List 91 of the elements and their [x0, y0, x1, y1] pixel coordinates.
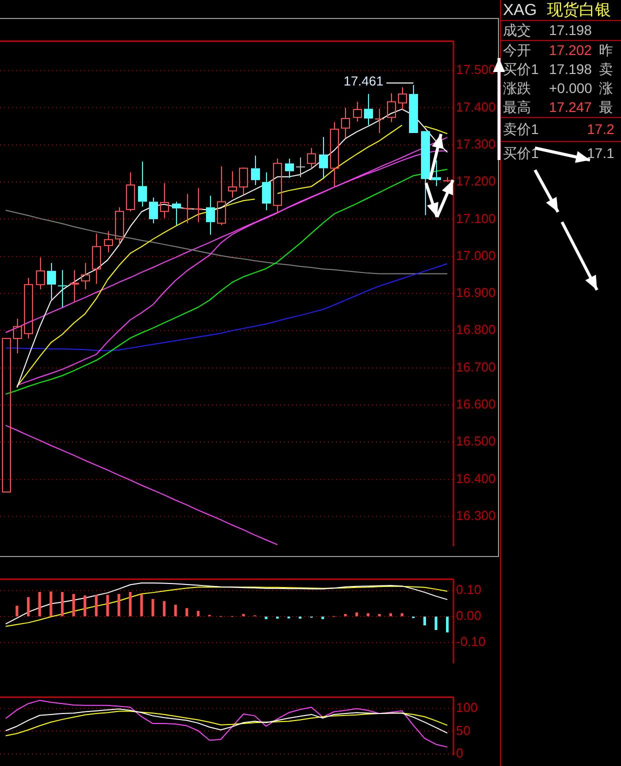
candlestick — [13, 318, 22, 354]
bar — [446, 616, 449, 632]
bar — [38, 592, 41, 616]
bar — [16, 606, 18, 616]
candlestick — [409, 84, 418, 133]
candlestick — [206, 195, 215, 236]
y-tick-label: 17.300 — [456, 136, 496, 152]
bar — [434, 616, 438, 630]
y-tick-label: 16.400 — [456, 470, 496, 486]
y-tick-label: 16.500 — [456, 434, 496, 449]
candlestick — [92, 233, 101, 284]
y-tick-label: 17.100 — [456, 210, 496, 226]
y-tick-label: 17.500 — [456, 62, 496, 78]
text: 现货白银 — [546, 2, 611, 19]
bar — [196, 610, 200, 616]
bar — [26, 597, 30, 616]
candlestick — [149, 197, 158, 224]
y-tick-label: 0.00 — [456, 608, 482, 624]
candlestick — [398, 86, 407, 110]
y-tick-label: -0.10 — [456, 634, 486, 650]
text: XAG — [503, 2, 537, 19]
text: 成交 17.198 — [503, 22, 592, 38]
bar — [106, 594, 109, 616]
candlestick — [319, 136, 328, 180]
text: 最高 17.247 最 — [503, 99, 613, 115]
text: 今开 17.202 昨 — [503, 42, 613, 58]
y-tick-label: 17.400 — [456, 99, 496, 114]
candlestick — [307, 147, 316, 169]
candlestick — [364, 93, 373, 126]
bar — [94, 594, 98, 616]
bar — [355, 612, 358, 616]
candlestick — [194, 187, 203, 223]
candlestick — [353, 101, 362, 122]
bar — [128, 592, 132, 616]
bar — [84, 595, 86, 616]
candlestick — [387, 92, 396, 123]
bar — [118, 594, 120, 616]
bar — [423, 616, 426, 626]
candlestick — [36, 256, 45, 290]
candlestick — [172, 201, 181, 226]
bar — [72, 594, 75, 616]
candlestick — [24, 277, 33, 339]
y-tick-label: 0 — [456, 745, 464, 760]
candlestick — [421, 131, 430, 216]
candlestick — [47, 262, 56, 300]
candlestick — [104, 230, 113, 253]
candlestick — [81, 262, 90, 290]
candlestick — [375, 108, 384, 134]
y-tick-label: 16.800 — [456, 322, 496, 338]
bar — [389, 613, 392, 616]
y-tick-label: 16.300 — [456, 508, 496, 524]
bar — [140, 594, 143, 616]
bar — [400, 613, 404, 616]
y-tick-label: 0.10 — [456, 582, 482, 598]
candlestick — [262, 172, 271, 211]
candlestick — [296, 156, 305, 178]
bar — [186, 608, 188, 616]
bar — [60, 592, 64, 616]
y-tick-label: 17.000 — [456, 248, 496, 263]
candlestick — [273, 158, 282, 213]
candlestick — [126, 172, 135, 212]
annotation: 17.461 — [344, 74, 384, 89]
candlestick — [138, 161, 147, 208]
bar — [264, 616, 268, 620]
bar — [162, 601, 166, 616]
candlestick — [217, 166, 226, 226]
y-tick-label: 50 — [456, 722, 470, 738]
text: 卖价1 17.2 — [503, 121, 614, 137]
candlestick — [115, 206, 124, 246]
y-tick-label: 16.700 — [456, 359, 496, 374]
candlestick — [228, 170, 237, 198]
y-tick-label: 16.900 — [456, 285, 496, 300]
bar — [321, 616, 324, 620]
candlestick — [58, 270, 67, 308]
candlestick — [160, 182, 169, 219]
candlestick — [70, 270, 79, 303]
candlestick — [183, 193, 192, 224]
candlestick — [285, 158, 294, 178]
candlestick — [330, 122, 339, 188]
candlestick — [341, 107, 350, 139]
text: 买价1 17.198 卖 — [503, 60, 613, 79]
text: 涨跌 +0.000 涨 — [503, 80, 613, 96]
bar — [366, 613, 370, 616]
bar — [174, 604, 177, 616]
y-tick-label: 17.200 — [456, 174, 496, 189]
candlestick — [251, 155, 260, 186]
bar — [50, 591, 52, 616]
y-tick-label: 16.600 — [456, 396, 496, 412]
text: 买价1 17.1 — [503, 145, 614, 161]
y-tick-label: 100 — [456, 700, 478, 716]
bar — [152, 598, 154, 616]
